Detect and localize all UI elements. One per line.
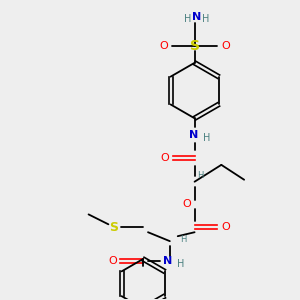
Text: S: S xyxy=(190,39,200,53)
Text: O: O xyxy=(221,222,230,232)
Text: N: N xyxy=(163,256,172,266)
Text: H: H xyxy=(197,171,204,180)
Text: N: N xyxy=(192,12,201,22)
Text: O: O xyxy=(221,41,230,51)
Text: O: O xyxy=(160,41,168,51)
Text: O: O xyxy=(108,256,117,266)
Text: H: H xyxy=(177,259,184,269)
Text: H: H xyxy=(203,133,210,143)
Text: H: H xyxy=(181,235,187,244)
Text: O: O xyxy=(182,200,191,209)
Text: S: S xyxy=(109,221,118,234)
Text: N: N xyxy=(189,130,198,140)
Text: H: H xyxy=(202,14,209,24)
Text: O: O xyxy=(160,153,169,163)
Text: H: H xyxy=(184,14,191,24)
